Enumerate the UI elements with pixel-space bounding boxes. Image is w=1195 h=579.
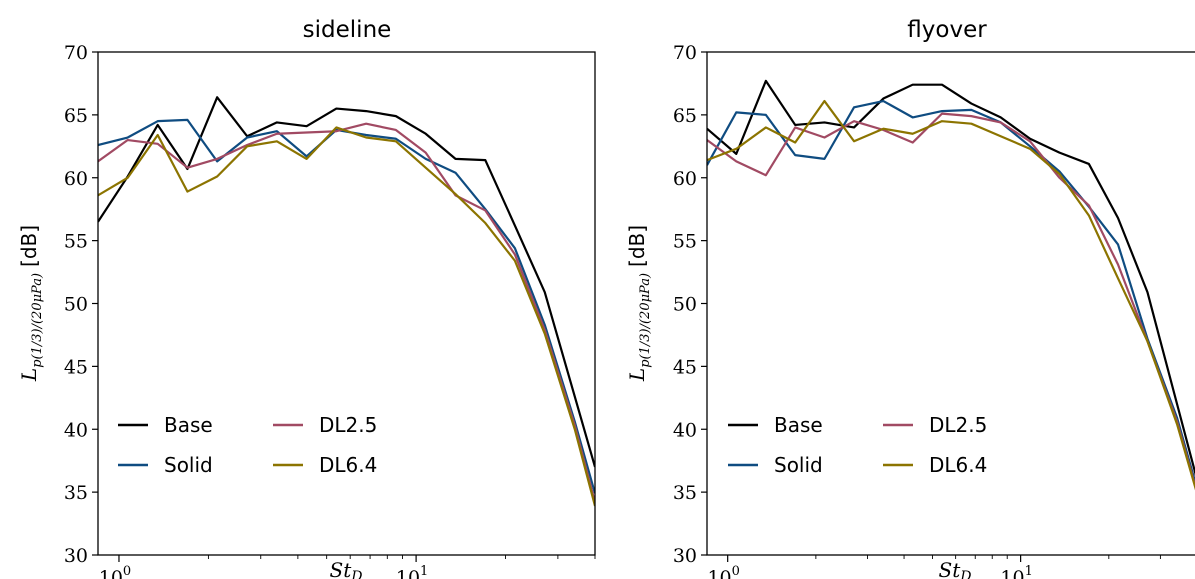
legend-label: DL6.4 xyxy=(929,453,987,477)
svg-text:Lp(1/3)/(20μPa)[dB]: Lp(1/3)/(20μPa)[dB] xyxy=(17,225,45,382)
legend-item-dl2-5: DL2.5 xyxy=(273,413,377,437)
legend-item-dl6-4: DL6.4 xyxy=(273,453,377,477)
y-tick-label: 30 xyxy=(64,545,88,567)
x-tick-label: 101 xyxy=(396,564,428,579)
y-tick-label: 70 xyxy=(673,42,697,64)
legend-label: DL2.5 xyxy=(319,413,377,437)
flyover-title: flyover xyxy=(907,17,987,43)
y-tick-label: 40 xyxy=(64,419,88,441)
legend-item-solid: Solid xyxy=(118,453,213,477)
sideline-y-ticks: 30 35 40 45 50 55 60 65 70 xyxy=(64,42,98,567)
y-tick-label: 45 xyxy=(64,356,88,378)
y-tick-label: 65 xyxy=(673,105,697,127)
y-tick-label: 50 xyxy=(673,294,697,316)
flyover-legend: Base Solid DL2.5 DL6.4 xyxy=(728,413,987,477)
y-tick-label: 40 xyxy=(673,419,697,441)
flyover-plot-lines xyxy=(707,79,1195,491)
legend-label: Solid xyxy=(164,453,213,477)
flyover-x-axis-label: StD xyxy=(939,558,972,579)
sideline-y-axis-label: Lp(1/3)/(20μPa)[dB] xyxy=(17,225,45,382)
sideline-title: sideline xyxy=(303,17,392,43)
series-line-dl6-4 xyxy=(98,126,595,507)
legend-item-dl2-5: DL2.5 xyxy=(883,413,987,437)
sideline-axes-frame xyxy=(97,51,596,556)
y-tick-label: 60 xyxy=(64,168,88,190)
sideline-legend: Base Solid DL2.5 DL6.4 xyxy=(118,413,377,477)
flyover-y-axis-label: Lp(1/3)/(20μPa)[dB] xyxy=(625,225,653,382)
legend-label: Base xyxy=(164,413,213,437)
y-tick-label: 30 xyxy=(673,545,697,567)
x-tick-label: 100 xyxy=(99,564,131,579)
series-line-solid xyxy=(707,99,1195,486)
series-line-dl2-5 xyxy=(98,122,595,503)
series-line-base xyxy=(707,79,1195,477)
flyover-x-ticks: 100 101 xyxy=(707,555,1161,579)
legend-label: Base xyxy=(774,413,823,437)
y-tick-label: 50 xyxy=(64,294,88,316)
y-tick-label: 65 xyxy=(64,105,88,127)
y-tick-label: 60 xyxy=(673,168,697,190)
series-line-dl2-5 xyxy=(707,112,1195,490)
flyover-y-ticks: 30 35 40 45 50 55 60 65 70 xyxy=(673,42,707,567)
y-tick-label: 70 xyxy=(64,42,88,64)
legend-item-base: Base xyxy=(118,413,213,437)
svg-text:Lp(1/3)/(20μPa)[dB]: Lp(1/3)/(20μPa)[dB] xyxy=(625,225,653,382)
sideline-plot-lines xyxy=(98,96,595,507)
y-tick-label: 35 xyxy=(64,482,88,504)
flyover-panel: flyover 30 35 40 45 50 55 60 65 70 100 101 StD Lp… xyxy=(625,17,1195,579)
y-tick-label: 55 xyxy=(673,231,697,253)
y-tick-label: 35 xyxy=(673,482,697,504)
legend-item-dl6-4: DL6.4 xyxy=(883,453,987,477)
x-tick-label: 100 xyxy=(707,564,739,579)
x-tick-label: 101 xyxy=(1000,564,1032,579)
series-line-solid xyxy=(98,118,595,494)
legend-item-base: Base xyxy=(728,413,823,437)
series-line-dl6-4 xyxy=(707,99,1195,491)
y-tick-label: 55 xyxy=(64,231,88,253)
sideline-panel: sideline 30 35 40 45 50 55 60 65 70 100 101 StD L… xyxy=(17,17,596,579)
sideline-x-ticks: 100 101 xyxy=(99,555,596,579)
sideline-x-axis-label: StD xyxy=(330,558,363,579)
flyover-axes-frame xyxy=(706,51,1195,556)
legend-item-solid: Solid xyxy=(728,453,823,477)
legend-label: DL2.5 xyxy=(929,413,987,437)
series-line-base xyxy=(98,96,595,468)
legend-label: DL6.4 xyxy=(319,453,377,477)
legend-label: Solid xyxy=(774,453,823,477)
y-tick-label: 45 xyxy=(673,356,697,378)
